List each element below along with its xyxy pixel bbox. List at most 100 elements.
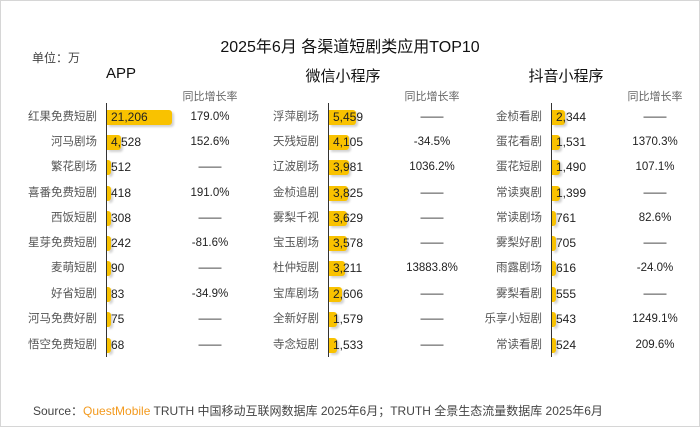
category-label: 乐享小短剧 [484,313,543,325]
bar [552,186,560,201]
bar [552,261,556,276]
growth-header: 同比增长率 [182,91,238,103]
category-label: 好省短剧 [51,288,97,300]
category-label: 红果免费短剧 [28,111,97,123]
category-label: 常读看剧 [496,339,542,351]
source-text: TRUTH 中国移动互联网数据库 2025年6月；TRUTH 全景生态流量数据库… [150,404,603,418]
panel-title: APP [105,65,136,82]
value-label: 512 [111,160,132,174]
bar [552,135,561,150]
value-label: 3,629 [333,211,364,225]
category-label: 全新好剧 [273,313,319,325]
source-prefix: Source： [33,404,84,418]
growth-label: -34.9% [191,288,229,300]
bar [552,287,556,302]
category-axis [106,103,107,357]
value-label: 1,579 [333,312,364,326]
bar [107,287,111,302]
value-label: 3,981 [333,160,364,174]
value-label: 4,105 [333,135,364,149]
bar [329,211,347,226]
growth-label: -34.5% [413,136,451,148]
growth-label: —— [420,187,444,199]
category-label: 星芽免费短剧 [28,237,97,249]
growth-header: 同比增长率 [627,91,683,103]
category-label: 宝库剧场 [273,288,319,300]
growth-label: —— [420,313,444,325]
category-label: 辽波剧场 [273,161,319,173]
category-label: 雨露剧场 [496,262,542,274]
bar [329,261,345,276]
growth-label: -24.0% [636,262,674,274]
value-label: 75 [111,312,125,326]
bar [329,287,342,302]
category-label: 喜番免费短剧 [28,187,97,199]
value-label: 21,206 [111,110,148,124]
value-label: 761 [556,211,577,225]
bar [329,110,356,125]
growth-label: —— [643,187,667,199]
category-label: 河马剧场 [51,136,97,148]
growth-label: 209.6% [635,339,675,351]
bar [552,110,565,125]
value-label: 5,459 [333,110,364,124]
value-label: 1,490 [556,160,587,174]
growth-label: —— [643,288,667,300]
bar [552,236,556,251]
bar [107,186,111,201]
bar [329,338,337,353]
value-label: 616 [556,261,577,275]
category-label: 雾梨好剧 [496,237,542,249]
bar [107,236,111,251]
bar [107,135,121,150]
panel-title: 抖音小程序 [528,68,604,85]
growth-header: 同比增长率 [404,91,460,103]
panel-title: 微信小程序 [305,68,381,85]
source-note: Source：QuestMobile TRUTH 中国移动互联网数据库 2025… [33,402,603,419]
chart-title: 2025年6月 各渠道短剧类应用TOP10 [220,39,480,56]
growth-label: 191.0% [190,187,230,199]
value-label: 90 [111,261,125,275]
growth-label: —— [643,111,667,123]
growth-label: 107.1% [635,161,675,173]
bar [329,312,337,327]
bar [552,312,556,327]
bar [107,110,172,125]
category-axis [551,103,552,357]
category-label: 西饭短剧 [51,212,97,224]
growth-label: 179.0% [190,111,230,123]
bar [329,135,350,150]
bar [552,338,556,353]
bar [329,186,348,201]
growth-label: —— [198,339,222,351]
value-label: 2,606 [333,287,364,301]
value-label: 543 [556,312,577,326]
bar [107,261,111,276]
growth-label: 1370.3% [632,136,678,148]
unit-label: 单位：万 [32,51,81,65]
bar [107,211,111,226]
source-brand: QuestMobile [83,404,151,418]
growth-label: —— [198,212,222,224]
growth-label: -81.6% [191,237,229,249]
growth-label: —— [198,262,222,274]
growth-label: —— [420,237,444,249]
growth-label: 152.6% [190,136,230,148]
growth-label: 1036.2% [409,161,455,173]
category-label: 繁花剧场 [51,161,97,173]
bar [107,160,111,175]
bar [552,160,561,175]
value-label: 68 [111,338,125,352]
category-label: 杜仲短剧 [273,262,319,274]
value-label: 418 [111,186,132,200]
growth-label: —— [420,339,444,351]
growth-label: —— [420,288,444,300]
bar [107,312,111,327]
value-label: 242 [111,236,132,250]
category-label: 河马免费好剧 [28,313,97,325]
category-label: 蛋花短剧 [496,161,542,173]
value-label: 524 [556,338,577,352]
value-label: 1,399 [556,186,587,200]
growth-label: —— [420,111,444,123]
value-label: 1,531 [556,135,587,149]
